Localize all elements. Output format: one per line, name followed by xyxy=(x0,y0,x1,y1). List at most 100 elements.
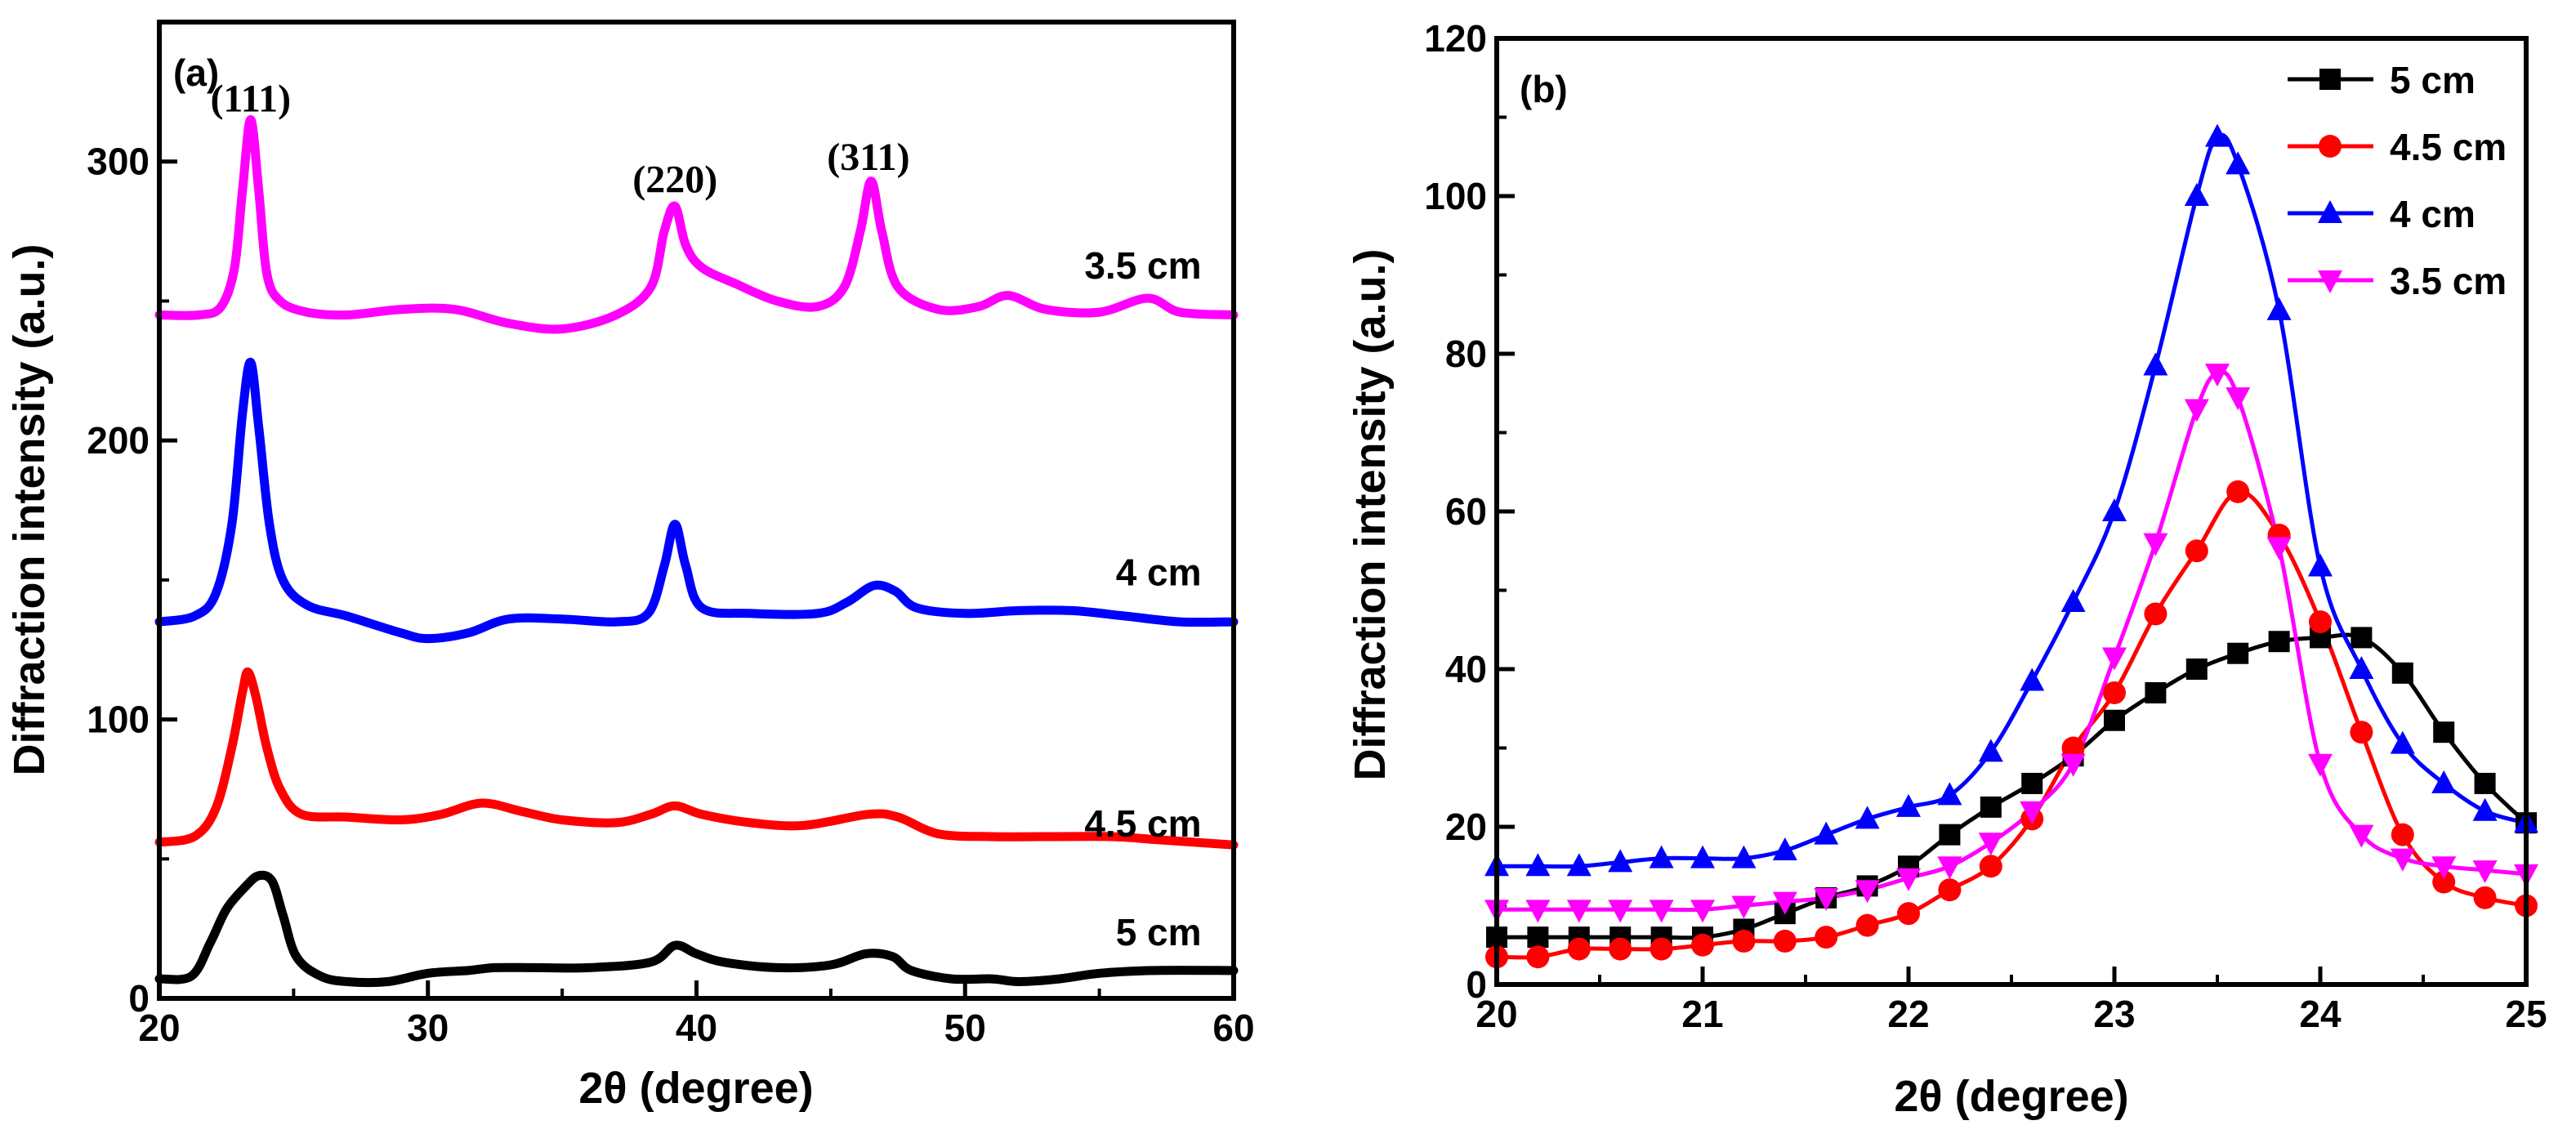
series-line-5-cm xyxy=(1496,632,2528,940)
data-point-marker xyxy=(2185,539,2208,563)
peak-annotation: (311) xyxy=(827,136,909,179)
series-line-4-5-cm xyxy=(154,667,1239,850)
series-line-3-5-cm xyxy=(154,115,1239,334)
data-point-marker xyxy=(2184,183,2209,206)
data-point-marker xyxy=(2102,498,2127,521)
data-point-marker xyxy=(2145,681,2167,703)
data-point-marker xyxy=(1566,853,1592,877)
data-point-marker xyxy=(1978,739,2003,762)
data-point-marker xyxy=(1690,845,1715,868)
y-tick-label: 120 xyxy=(1424,17,1487,60)
y-tick-label: 0 xyxy=(1466,963,1487,1006)
data-point-marker xyxy=(2431,856,2457,880)
y-tick-label: 100 xyxy=(87,699,150,741)
legend-label: 4 cm xyxy=(2390,193,2476,235)
x-tick-label: 23 xyxy=(2093,993,2135,1035)
data-point-marker xyxy=(2474,772,2496,794)
chart-a: 20 30 40 50 60 0 100 200 300 (a) 2θ (degree) Dif… xyxy=(5,20,1255,1113)
chart-a-ylabel: Diffraction intensity (a.u.) xyxy=(5,243,54,775)
data-point-marker xyxy=(1896,793,1921,817)
peak-annotation: (111) xyxy=(210,77,291,120)
y-tick-label: 60 xyxy=(1445,490,1487,533)
data-point-marker xyxy=(2268,631,2290,653)
legend-label: 4.5 cm xyxy=(2390,126,2507,168)
chart-a-panel-label: (a) xyxy=(173,51,219,94)
data-point-marker xyxy=(2390,848,2415,872)
y-tick-label: 0 xyxy=(128,977,150,1020)
data-point-marker xyxy=(2266,297,2292,320)
data-point-marker xyxy=(1896,868,1921,891)
data-point-marker xyxy=(2391,823,2414,846)
data-point-marker xyxy=(1526,945,1550,969)
data-point-marker xyxy=(2227,642,2249,664)
series-line-4-cm xyxy=(154,357,1239,644)
legend-marker xyxy=(2318,270,2342,293)
data-point-marker xyxy=(1937,782,1962,806)
chart-b-panel-label: (b) xyxy=(1520,68,1568,110)
data-point-marker xyxy=(2184,399,2209,422)
data-point-marker xyxy=(1690,900,1715,923)
data-point-marker xyxy=(1814,887,1839,911)
data-point-marker xyxy=(1608,849,1633,873)
data-point-marker xyxy=(1772,837,1797,860)
data-point-marker xyxy=(2308,553,2333,577)
data-point-marker xyxy=(1731,895,1757,919)
data-point-marker xyxy=(2185,659,2208,680)
legend-marker xyxy=(2318,200,2342,223)
data-point-marker xyxy=(1855,806,1880,829)
data-point-marker xyxy=(1814,821,1839,845)
data-point-marker xyxy=(1978,833,2003,856)
y-tick-label: 300 xyxy=(87,141,150,183)
data-point-marker xyxy=(2205,364,2230,387)
chart-a-series xyxy=(154,115,1239,988)
chart-b-xlabel: 2θ (degree) xyxy=(1894,1072,2128,1121)
data-point-marker xyxy=(2390,730,2415,754)
data-point-marker xyxy=(1567,937,1591,961)
data-point-marker xyxy=(2143,352,2168,376)
data-point-marker xyxy=(1980,796,2002,818)
y-tick-label: 40 xyxy=(1445,648,1487,690)
data-point-marker xyxy=(2226,387,2251,411)
peak-annotation: (220) xyxy=(632,158,717,201)
series-label: 4 cm xyxy=(1116,551,1202,594)
data-point-marker xyxy=(2266,537,2292,560)
data-point-marker xyxy=(1855,913,1879,937)
series-label: 4.5 cm xyxy=(1084,802,1201,845)
x-tick-label: 60 xyxy=(1212,1007,1254,1049)
data-point-marker xyxy=(1773,929,1797,953)
x-tick-label: 24 xyxy=(2299,993,2342,1035)
chart-a-xlabel: 2θ (degree) xyxy=(578,1064,813,1113)
y-tick-label: 200 xyxy=(87,419,150,462)
series-label: 5 cm xyxy=(1116,911,1202,953)
data-point-marker xyxy=(2060,588,2086,612)
data-point-marker xyxy=(1937,856,1962,880)
chart-b-legend: 5 cm 4.5 cm 4 cm 3.5 cm xyxy=(2288,59,2507,302)
legend-marker xyxy=(2319,135,2342,158)
data-point-marker xyxy=(2102,647,2127,671)
data-point-marker xyxy=(2020,667,2045,691)
data-point-marker xyxy=(1938,878,1962,902)
data-point-marker xyxy=(1855,880,1880,904)
data-point-marker xyxy=(2061,736,2085,760)
data-point-marker xyxy=(1650,937,1673,961)
data-point-marker xyxy=(2308,753,2333,777)
data-point-marker xyxy=(1691,933,1714,957)
x-tick-label: 40 xyxy=(676,1007,717,1049)
data-point-marker xyxy=(2472,797,2498,821)
data-point-marker xyxy=(2431,770,2457,793)
x-tick-label: 20 xyxy=(138,1007,180,1049)
data-point-marker xyxy=(2060,753,2086,777)
data-point-marker xyxy=(2205,123,2230,147)
chart-a-series-labels: 3.5 cm 4 cm 4.5 cm 5 cm xyxy=(1084,244,1201,953)
data-point-marker xyxy=(2432,870,2456,894)
data-point-marker xyxy=(1649,900,1674,923)
data-point-marker xyxy=(2226,480,2250,503)
data-point-marker xyxy=(2349,656,2374,679)
chart-b-ylabel: Diffraction intensity (a.u.) xyxy=(1346,248,1395,780)
chart-b-frame xyxy=(1494,36,2529,987)
data-point-marker xyxy=(1649,845,1674,868)
data-point-marker xyxy=(1897,902,1920,926)
